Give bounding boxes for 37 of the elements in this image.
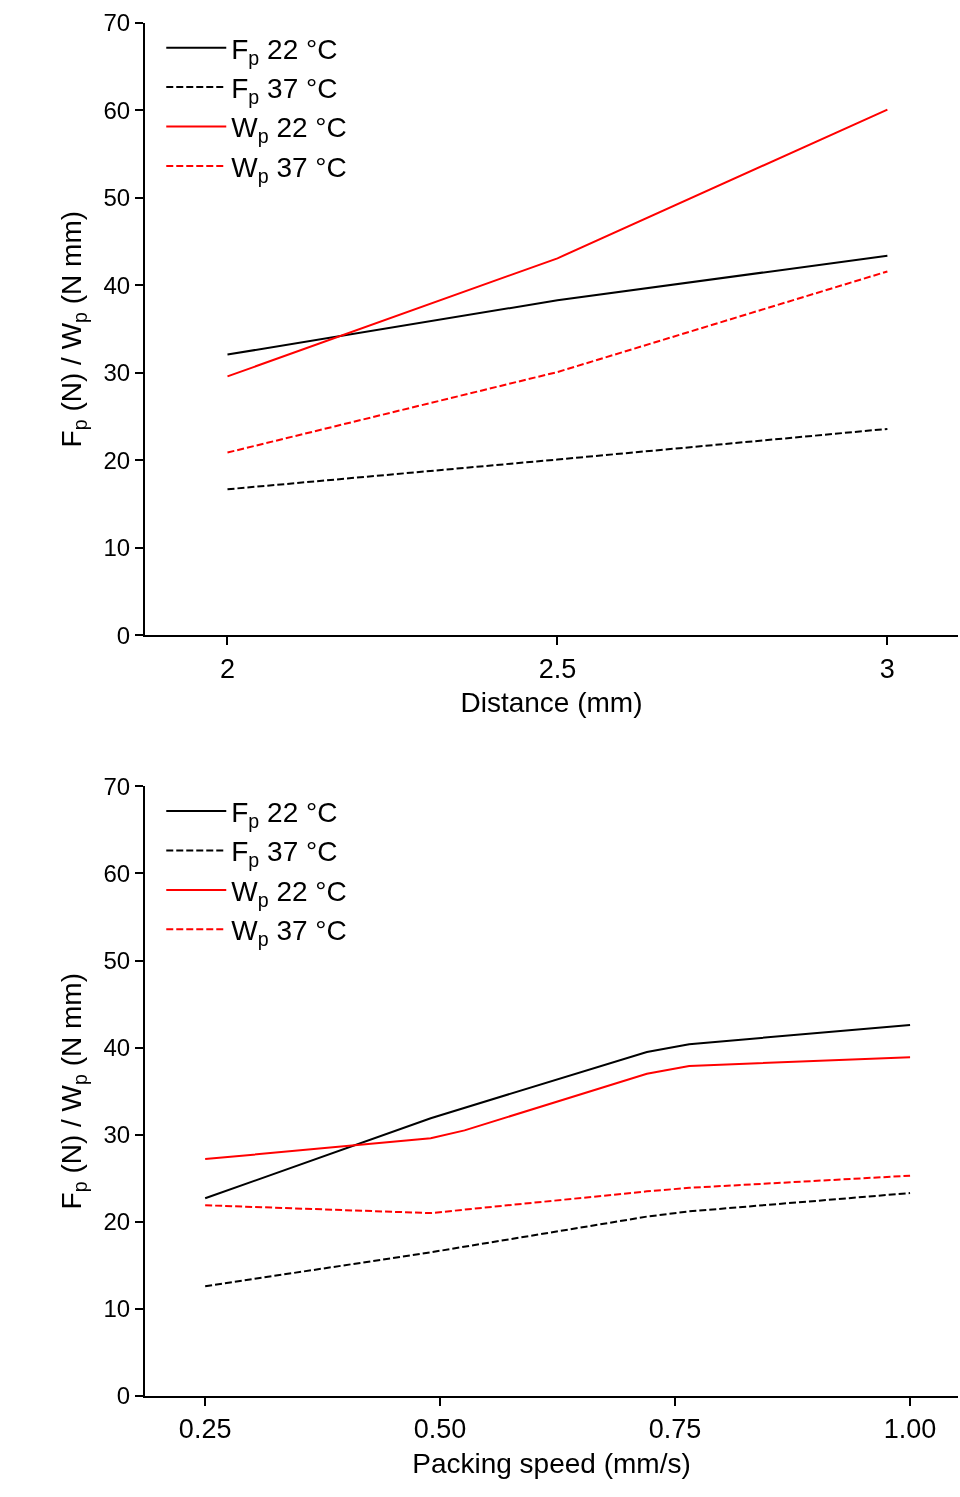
y-tick-label: 10 (103, 1295, 131, 1323)
line-series (204, 1056, 912, 1161)
x-axis-title: Distance (mm) (460, 687, 643, 719)
y-tick-label: 20 (103, 1208, 131, 1236)
legend-label: W$_{p}$ 37 °C (231, 151, 347, 187)
x-tick-label: 0.25 (178, 1414, 232, 1445)
legend-label: F$_{p}$ 37 °C (231, 836, 338, 872)
legend-label: W$_{p}$ 37 °C (231, 915, 347, 951)
y-tick-label: 70 (103, 772, 131, 800)
legend-label: F$_{p}$ 37 °C (231, 73, 338, 108)
y-tick-label: 60 (103, 96, 131, 124)
line-series (204, 1024, 912, 1200)
y-tick-label: 50 (103, 184, 131, 212)
x-tick-label: 0.75 (648, 1414, 702, 1445)
y-tick-label: 20 (103, 446, 131, 474)
legend-label: W$_{p}$ 22 °C (231, 875, 347, 911)
line-series (204, 1174, 912, 1215)
y-tick-label: 30 (103, 359, 131, 387)
y-tick-label: 50 (103, 946, 131, 974)
y-tick-label: 40 (103, 1034, 131, 1062)
y-tick-label: 0 (116, 1382, 131, 1410)
x-tick-label: 2 (219, 653, 236, 684)
x-tick-label: 3 (879, 653, 895, 684)
x-tick-label: 2.5 (538, 653, 577, 684)
y-tick-label: 70 (103, 9, 131, 37)
y-tick-label: 40 (103, 271, 131, 299)
x-tick-label: 1.00 (883, 1414, 937, 1445)
x-tick-label: 0.50 (413, 1414, 467, 1445)
y-tick-label: 0 (116, 621, 131, 649)
legend-label: F$_{p}$ 22 °C (231, 797, 338, 832)
legend-label: F$_{p}$ 22 °C (231, 33, 338, 69)
line-series (204, 1192, 912, 1288)
y-tick-label: 60 (103, 859, 131, 887)
y-tick-label: 10 (103, 534, 131, 562)
legend-label: W$_{p}$ 22 °C (231, 112, 347, 148)
x-axis-title: Packing speed (mm/s) (412, 1448, 691, 1479)
y-tick-label: 30 (103, 1121, 131, 1149)
